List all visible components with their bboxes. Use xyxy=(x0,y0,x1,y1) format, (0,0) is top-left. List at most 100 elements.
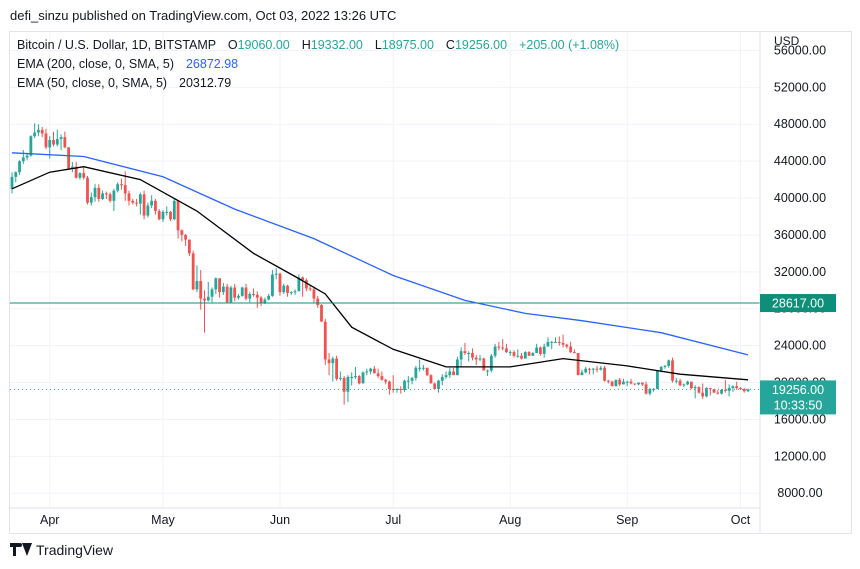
candle-body xyxy=(395,389,399,390)
candle-body xyxy=(467,353,471,355)
candle-body xyxy=(221,286,225,293)
candle-body xyxy=(482,358,486,371)
candle-body xyxy=(52,139,55,145)
candle-body xyxy=(150,200,154,206)
candle-body xyxy=(323,321,327,360)
candle-body xyxy=(648,389,652,394)
candle-body xyxy=(108,194,112,201)
candle-body xyxy=(539,347,542,354)
candle-body xyxy=(365,371,369,373)
candle-body xyxy=(478,358,482,360)
candle-body xyxy=(116,184,120,191)
high-value: 19332.00 xyxy=(310,38,363,52)
candle-body xyxy=(25,155,29,158)
candle-body xyxy=(297,277,301,292)
ema200-label: EMA (200, close, 0, SMA, 5) xyxy=(17,57,175,71)
candle-body xyxy=(671,360,674,381)
candle-body xyxy=(308,288,312,290)
candle-body xyxy=(414,367,418,378)
candle-body xyxy=(142,194,146,216)
ema50-value: 20312.79 xyxy=(179,76,232,90)
candle-body xyxy=(180,230,184,235)
candle-body xyxy=(531,353,535,356)
candle-body xyxy=(33,132,37,137)
candle-body xyxy=(614,379,618,387)
ema50-row[interactable]: EMA (50, close, 0, SMA, 5) 20312.79 xyxy=(17,74,619,93)
candle-body xyxy=(497,346,501,348)
symbol-title: Bitcoin / U.S. Dollar, 1D, BITSTAMP xyxy=(17,38,216,52)
close-label: C xyxy=(445,38,455,52)
candle-body xyxy=(546,341,550,347)
candle-body xyxy=(471,353,474,358)
candle-body xyxy=(301,277,305,281)
candle-body xyxy=(293,291,297,293)
ema200-row[interactable]: EMA (200, close, 0, SMA, 5) 26872.98 xyxy=(17,55,619,74)
candle-body xyxy=(403,380,406,390)
candle-body xyxy=(218,278,221,293)
candle-body xyxy=(433,383,437,389)
candle-body xyxy=(384,379,388,382)
ema50-label: EMA (50, close, 0, SMA, 5) xyxy=(17,76,168,90)
y-tick-label: 44000.00 xyxy=(774,154,826,168)
candle-body xyxy=(255,294,259,298)
candle-body xyxy=(410,377,414,381)
high-label: H xyxy=(301,38,311,52)
candle-body xyxy=(233,287,237,298)
candle-body xyxy=(742,389,746,392)
candle-body xyxy=(135,202,138,204)
time-axis: Apr May Jun Jul Aug Sep Oct xyxy=(10,507,760,527)
candle-body xyxy=(640,382,644,385)
candle-body xyxy=(278,273,282,293)
countdown-text: 10:33:50 xyxy=(774,398,823,412)
candle-body xyxy=(289,292,293,294)
symbol-row[interactable]: Bitcoin / U.S. Dollar, 1D, BITSTAMP O190… xyxy=(17,36,619,55)
y-tick-label: 52000.00 xyxy=(774,80,826,94)
candle-body xyxy=(595,368,599,370)
candle-body xyxy=(286,285,289,294)
open-value: 19060.00 xyxy=(237,38,290,52)
candle-body xyxy=(406,380,410,382)
candle-body xyxy=(746,389,750,392)
candle-body xyxy=(588,368,591,370)
candle-body xyxy=(603,367,606,381)
candle-body xyxy=(305,280,308,289)
candle-body xyxy=(70,166,74,169)
candle-body xyxy=(40,129,44,134)
currency-label[interactable]: USD xyxy=(774,34,800,48)
candle-body xyxy=(138,194,142,204)
candle-body xyxy=(312,289,316,299)
candle-body xyxy=(678,380,682,386)
candle-body xyxy=(667,360,671,366)
candle-body xyxy=(131,200,135,203)
candle-body xyxy=(203,298,206,301)
candle-body xyxy=(37,129,40,133)
candle-body xyxy=(327,359,331,364)
candle-body xyxy=(176,200,180,231)
candle-body xyxy=(259,297,263,304)
candle-body xyxy=(120,184,123,186)
indicator-lines xyxy=(11,152,749,381)
low-label: L xyxy=(374,38,382,52)
candle-body xyxy=(89,197,93,203)
candle-body xyxy=(440,377,444,381)
candle-body xyxy=(350,377,354,379)
candle-body xyxy=(271,274,274,296)
change-value: +205.00 (+1.08%) xyxy=(519,38,620,52)
candle-body xyxy=(418,367,422,369)
x-tick-label: Jul xyxy=(385,513,401,527)
candle-body xyxy=(184,234,188,240)
y-tick-label: 40000.00 xyxy=(774,191,826,205)
candle-body xyxy=(474,357,478,360)
tradingview-footer[interactable]: TradingView xyxy=(10,542,113,558)
ema50-line xyxy=(11,166,749,381)
y-tick-label: 24000.00 xyxy=(774,339,826,353)
candle-body xyxy=(263,299,267,304)
candle-body xyxy=(172,200,176,220)
candle-body xyxy=(48,139,52,148)
candle-body xyxy=(652,389,656,390)
x-tick-label: Oct xyxy=(731,513,751,527)
candle-body xyxy=(508,352,512,354)
y-tick-label: 56000.00 xyxy=(774,43,826,57)
candle-body xyxy=(689,381,693,389)
